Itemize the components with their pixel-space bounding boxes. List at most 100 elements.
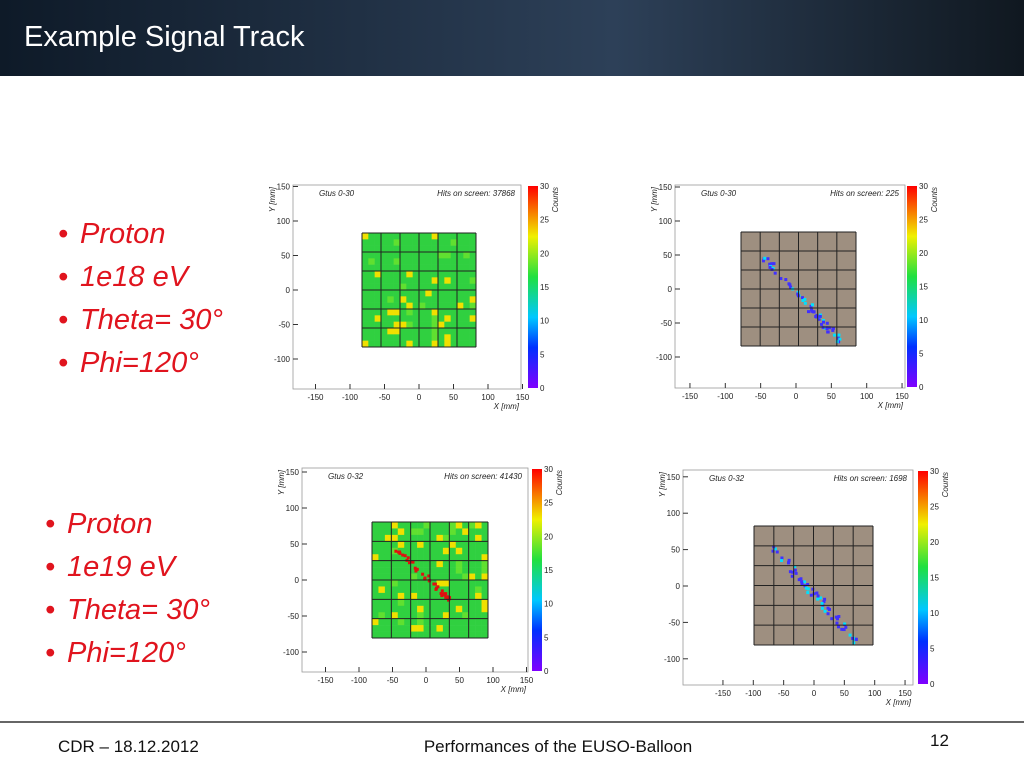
pixel xyxy=(412,309,420,316)
pixel xyxy=(463,309,470,316)
pixel xyxy=(462,625,469,632)
colorbar-title: Counts xyxy=(551,187,560,212)
track-hit xyxy=(837,625,841,629)
pixel xyxy=(378,580,386,587)
pixel xyxy=(368,245,375,253)
pixel xyxy=(475,612,482,619)
plot-title: Gtus 0-32 xyxy=(328,472,364,481)
pixel xyxy=(444,328,451,335)
pixel xyxy=(444,315,451,322)
colorbar-label: 30 xyxy=(930,467,939,476)
pixel xyxy=(404,605,411,613)
x-tick-label: -100 xyxy=(745,689,762,698)
pixel xyxy=(387,233,394,240)
pixel xyxy=(381,321,388,329)
pixel xyxy=(431,239,439,246)
track-hit xyxy=(832,333,836,337)
y-tick-label: 150 xyxy=(659,183,673,192)
pixel xyxy=(423,528,431,536)
bullet-text: 1e18 eV xyxy=(80,261,191,293)
track-hit xyxy=(852,641,856,645)
track-hit xyxy=(787,560,791,564)
track-hit xyxy=(804,586,808,590)
pixel xyxy=(374,328,382,335)
pixel xyxy=(481,573,489,581)
x-tick-label: -150 xyxy=(715,689,732,698)
pixel xyxy=(450,277,458,284)
pixel xyxy=(391,586,399,594)
pixel xyxy=(378,554,386,561)
pixel xyxy=(481,560,489,568)
pixel xyxy=(468,612,476,619)
pixel xyxy=(362,233,369,240)
pixel xyxy=(372,592,379,600)
plot-title: Gtus 0-32 xyxy=(709,474,745,483)
pixel xyxy=(450,290,458,297)
track-hit xyxy=(415,567,419,571)
pixel xyxy=(393,290,401,297)
pixel xyxy=(481,618,489,626)
pixel xyxy=(444,252,451,259)
pixel xyxy=(419,277,426,284)
pixel xyxy=(374,283,382,291)
colorbar-label: 5 xyxy=(544,633,549,642)
pixel xyxy=(391,541,399,549)
pixel xyxy=(449,522,457,529)
pixel xyxy=(475,605,482,613)
pixel xyxy=(431,245,439,253)
pixel xyxy=(368,321,375,329)
pixel xyxy=(455,580,463,587)
pixel xyxy=(436,547,444,555)
pixel xyxy=(419,264,426,272)
x-tick-label: -50 xyxy=(778,689,790,698)
pixel xyxy=(462,612,469,619)
pixel xyxy=(469,340,477,348)
pixel xyxy=(391,522,399,529)
pixel xyxy=(430,573,437,581)
pixel xyxy=(419,321,426,329)
y-tick-label: 150 xyxy=(286,468,300,477)
track-hit xyxy=(814,315,818,319)
pixel xyxy=(455,528,463,536)
pixel xyxy=(444,239,451,246)
pixel xyxy=(455,612,463,619)
x-tick-label: 50 xyxy=(449,393,458,402)
pixel xyxy=(417,605,424,613)
pixel xyxy=(384,541,392,549)
pixel xyxy=(430,605,437,613)
pixel xyxy=(381,245,388,253)
pixel xyxy=(362,302,369,310)
pixel xyxy=(457,264,464,272)
y-tick-label: -100 xyxy=(283,648,300,657)
x-tick-label: 50 xyxy=(455,676,464,685)
pixel xyxy=(449,554,457,561)
pixel xyxy=(469,258,477,265)
pixel xyxy=(397,522,405,529)
pixel xyxy=(406,277,413,284)
track-hit xyxy=(826,330,830,334)
x-tick-label: -50 xyxy=(379,393,391,402)
pixel xyxy=(442,573,450,581)
pixel xyxy=(462,522,469,529)
pixel xyxy=(362,321,369,329)
track-hit xyxy=(818,314,822,318)
pixel xyxy=(397,618,405,626)
pixel xyxy=(410,534,418,542)
pixel xyxy=(436,586,444,594)
pixel xyxy=(404,612,411,619)
colorbar-label: 30 xyxy=(544,465,553,474)
pixel xyxy=(469,233,477,240)
pixel xyxy=(444,283,451,291)
pixel xyxy=(400,321,407,329)
x-tick-label: -100 xyxy=(342,393,359,402)
pixel xyxy=(387,321,394,329)
pixel xyxy=(378,625,386,632)
track-hit xyxy=(835,621,839,625)
pixel xyxy=(469,252,477,259)
pixel xyxy=(419,245,426,253)
pixel xyxy=(430,631,437,639)
pixel xyxy=(372,554,379,561)
colorbar-label: 20 xyxy=(919,249,928,258)
pixel xyxy=(430,618,437,626)
track-hit xyxy=(806,587,810,591)
